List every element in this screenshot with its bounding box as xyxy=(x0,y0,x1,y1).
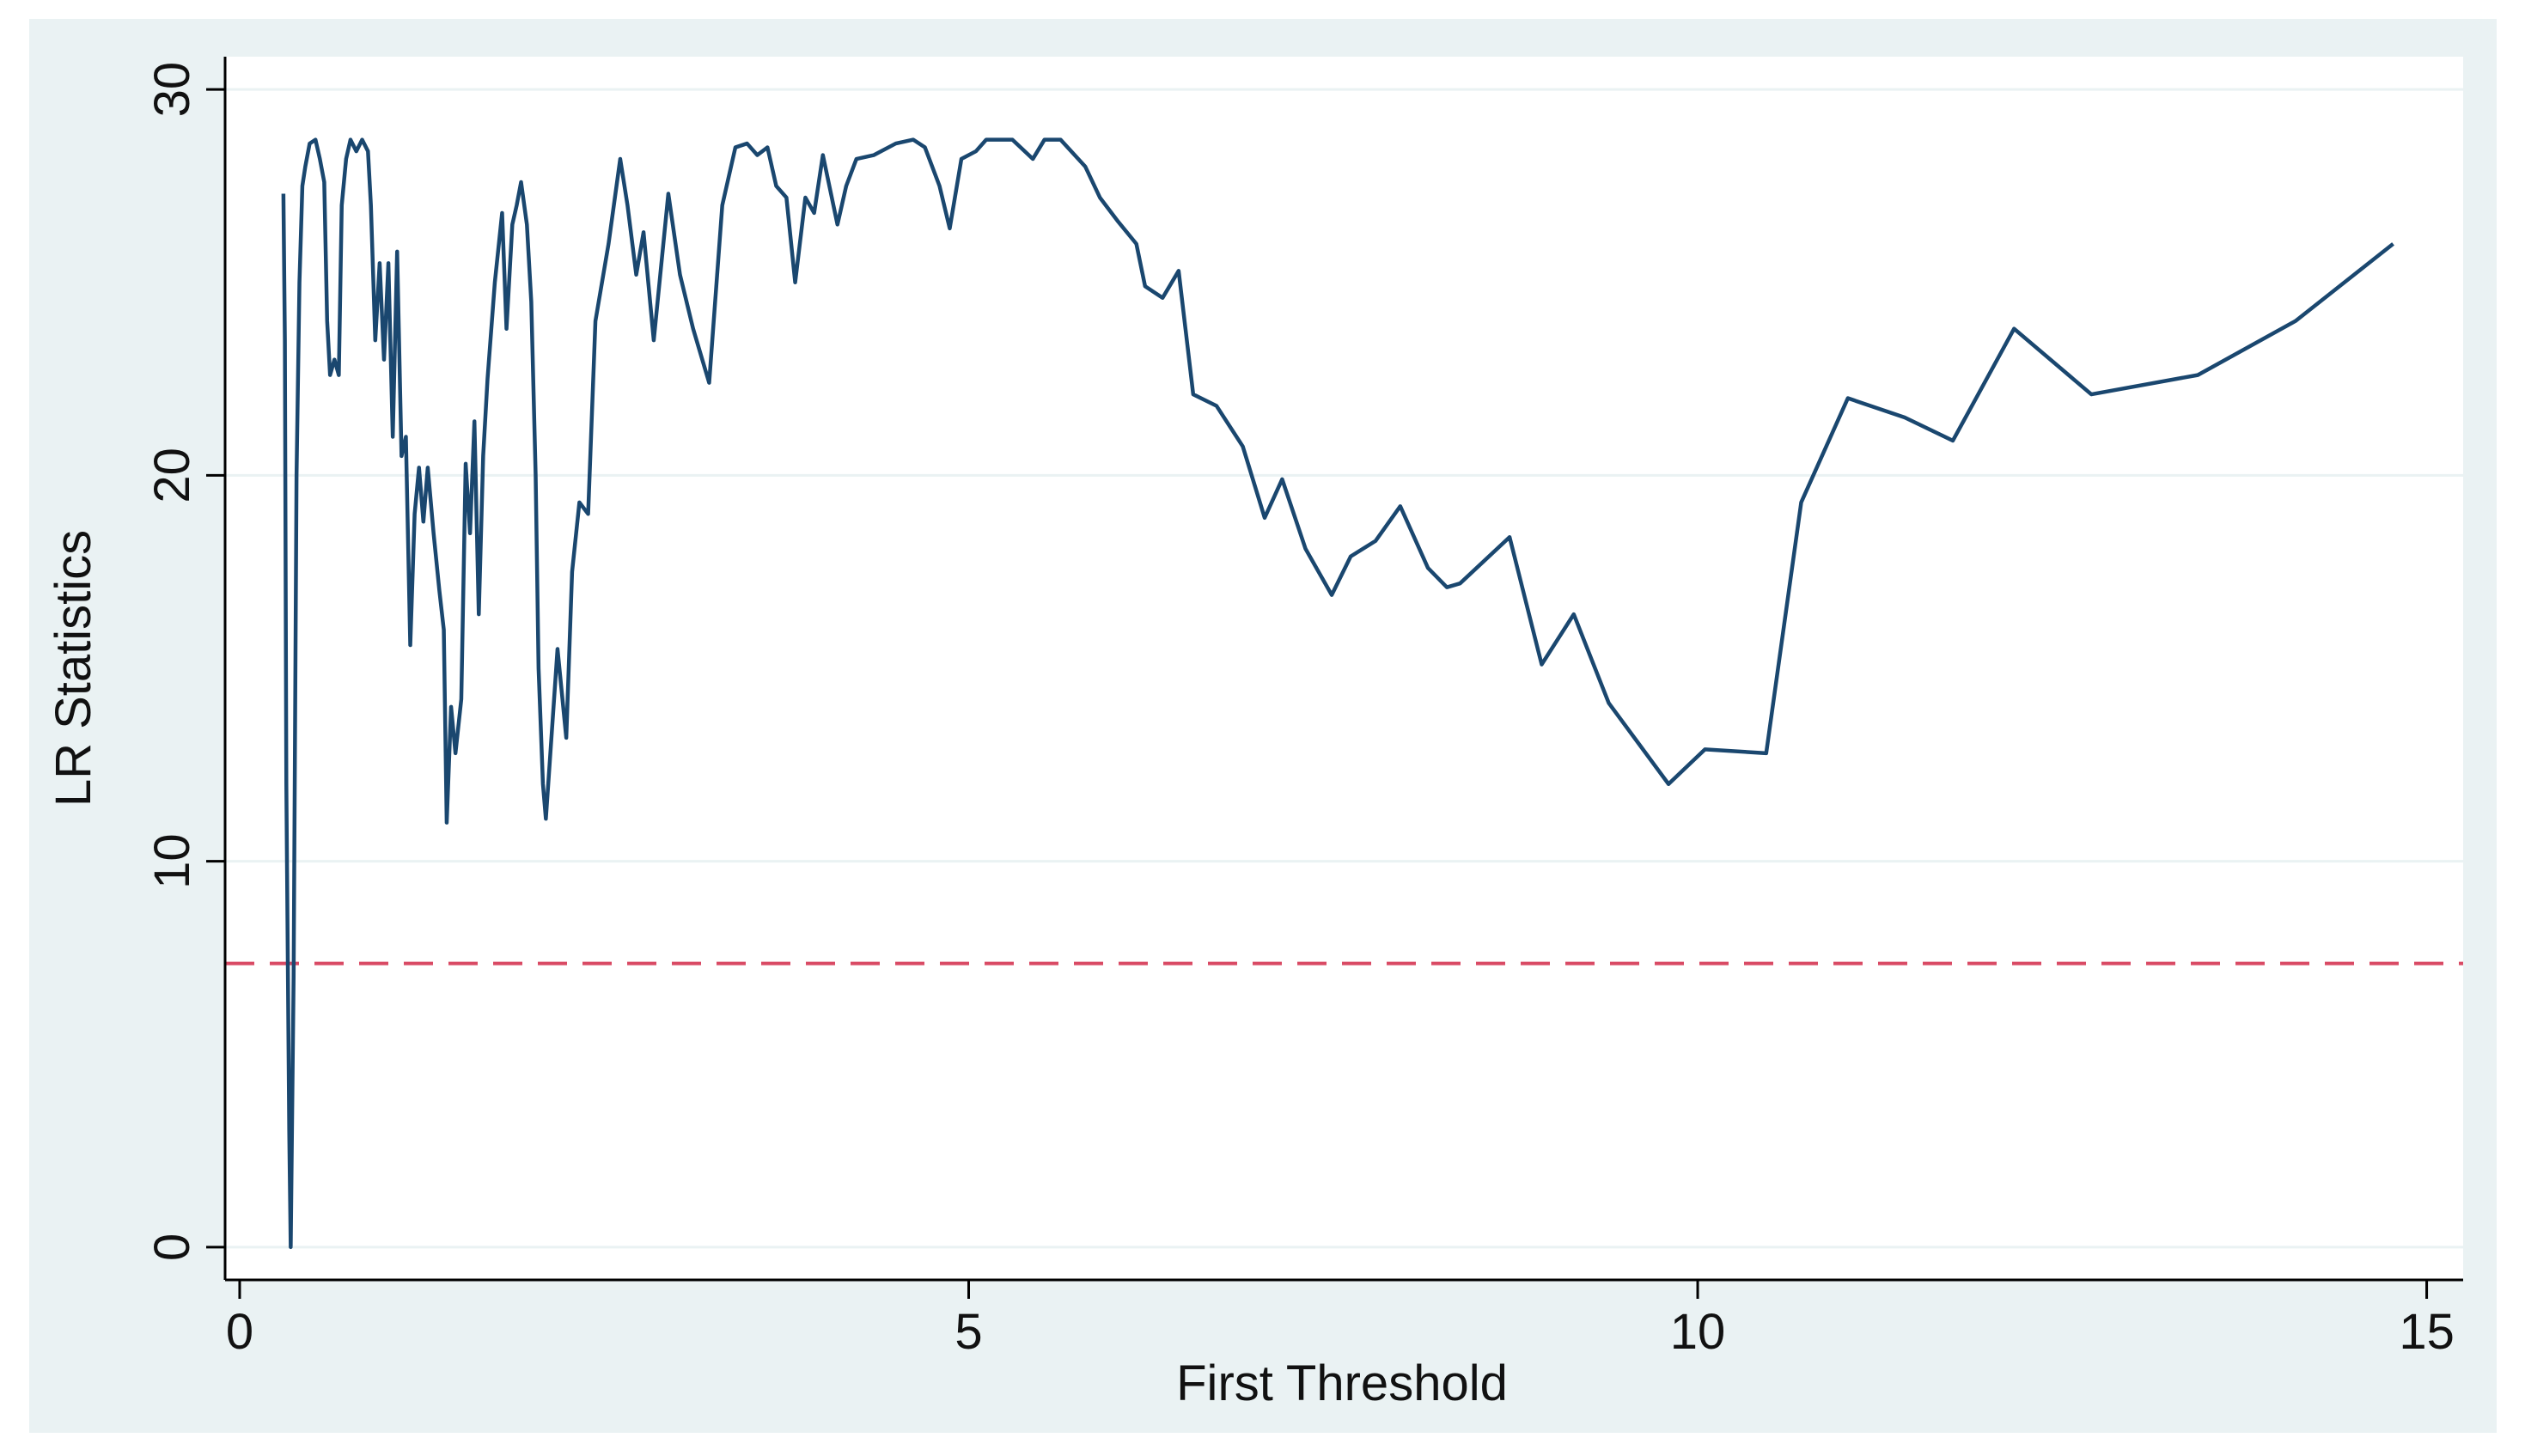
plot-area xyxy=(225,57,2463,1280)
y-tick-label: 20 xyxy=(144,448,200,503)
x-tick-label: 15 xyxy=(2399,1304,2455,1360)
marks xyxy=(225,137,2463,1250)
x-axis-title: First Threshold xyxy=(1176,1355,1508,1411)
y-tick-label: 10 xyxy=(144,833,200,889)
y-tick-label: 30 xyxy=(144,62,200,118)
data-line xyxy=(281,137,2394,1250)
x-tick-label: 5 xyxy=(954,1304,982,1360)
y-axis-title: LR Statistics xyxy=(46,530,101,807)
x-tick-label: 10 xyxy=(1670,1304,1726,1360)
axes: 0 10 20 30 0 5 10 15 xyxy=(144,57,2463,1360)
grid xyxy=(225,88,2463,1249)
x-tick-label: 0 xyxy=(226,1304,253,1360)
y-tick-label: 0 xyxy=(144,1234,200,1261)
